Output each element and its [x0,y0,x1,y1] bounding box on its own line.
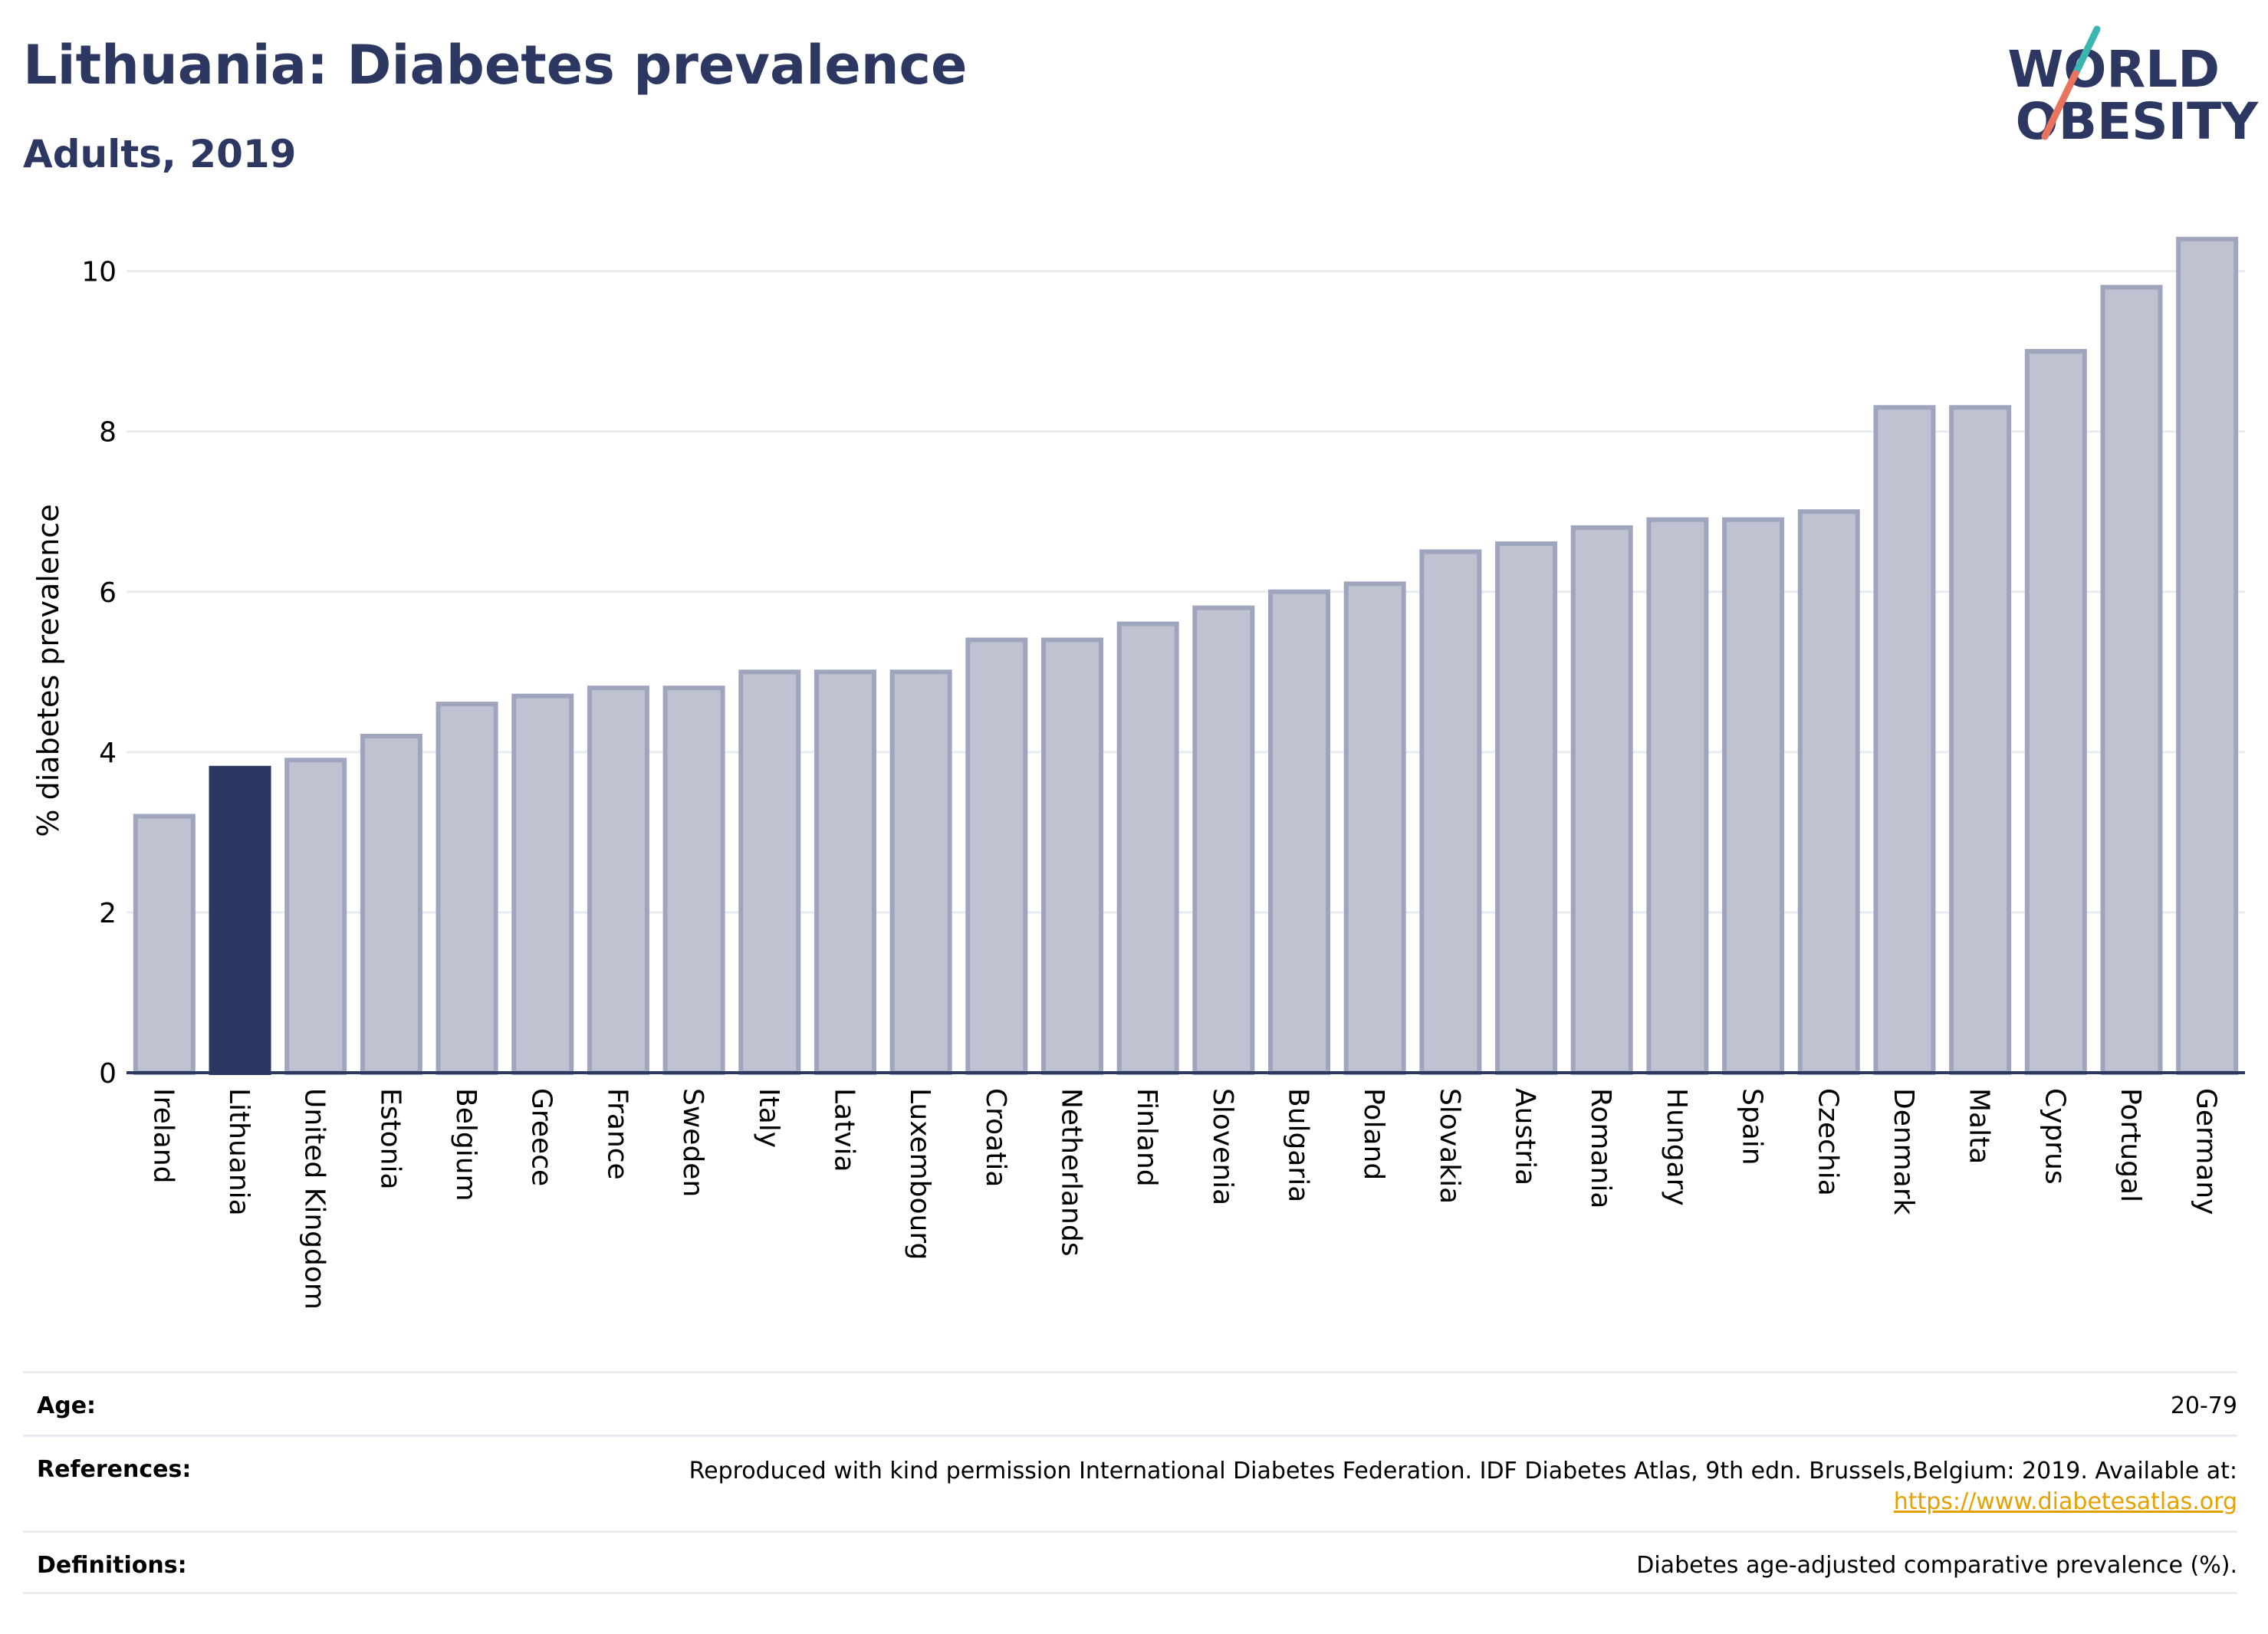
logo-word-world: WORLD [2007,40,2220,99]
y-tick-label: 2 [99,898,117,929]
x-tick-label: Germany [2191,1088,2222,1215]
y-axis-label: % diabetes prevalence [31,504,65,837]
chart-title: Lithuania: Diabetes prevalence [23,34,968,97]
info-row-definitions: Definitions: Diabetes age-adjusted compa… [23,1530,2237,1594]
y-axis-ticks: 0 2 4 6 8 10 [81,257,117,1090]
bar-slovenia [1192,605,1255,1075]
references-link[interactable]: https://www.diabetesatlas.org [1893,1488,2237,1515]
bars [133,236,2239,1076]
x-tick-label: Hungary [1661,1088,1692,1206]
references-value: Reproduced with kind permission Internat… [689,1456,2237,1517]
y-tick-label: 6 [99,577,117,609]
bar-denmark [1873,405,1936,1075]
age-value: 20-79 [2170,1392,2237,1419]
x-tick-label: Latvia [828,1088,860,1172]
y-tick-label: 10 [81,257,117,288]
x-tick-label: Lithuania [223,1088,255,1216]
info-row-age: Age: 20-79 [23,1371,2237,1435]
bar-malta [1949,405,2012,1075]
bar-bulgaria [1268,589,1331,1075]
y-tick-label: 8 [99,417,117,449]
bar-cyprus [2024,349,2087,1075]
x-tick-label: Estonia [374,1088,406,1190]
bar-ireland [133,814,196,1075]
bar-netherlands [1040,637,1103,1075]
bar-france [587,685,649,1075]
references-text: Reproduced with kind permission Internat… [689,1458,2237,1484]
bar-united-kingdom [284,758,347,1075]
bar-germany [2176,236,2239,1075]
bar-estonia [360,733,422,1075]
x-tick-label: Slovenia [1207,1088,1238,1205]
bar-finland [1116,621,1179,1075]
age-label: Age: [37,1392,97,1419]
world-obesity-logo: WORLD OBESITY [1997,21,2258,159]
x-tick-label: Austria [1510,1088,1541,1185]
chart-subtitle: Adults, 2019 [23,132,297,176]
x-tick-label: Belgium [450,1088,482,1202]
bar-portugal [2100,284,2163,1076]
definitions-label: Definitions: [37,1552,187,1579]
bar-italy [738,669,801,1075]
bar-greece [511,693,574,1075]
x-tick-label: Luxembourg [904,1088,935,1260]
bar-croatia [965,637,1028,1075]
x-tick-label: Bulgaria [1283,1088,1314,1202]
bar-poland [1343,581,1406,1075]
x-tick-label: Finland [1131,1088,1162,1187]
x-tick-label: Netherlands [1055,1088,1086,1256]
info-row-references: References: Reproduced with kind permiss… [23,1435,2237,1530]
x-tick-label: Spain [1737,1088,1768,1165]
info-table: Age: 20-79 References: Reproduced with k… [23,1371,2237,1594]
bar-lithuania [209,765,271,1076]
bar-sweden [662,685,725,1075]
bar-romania [1570,525,1633,1075]
x-tick-label: Greece [526,1088,557,1186]
y-tick-label: 0 [99,1058,117,1090]
references-label: References: [37,1456,192,1483]
x-tick-label: Slovakia [1434,1088,1465,1204]
x-tick-label: Italy [753,1088,784,1148]
bar-hungary [1646,517,1709,1075]
x-tick-label: Czechia [1812,1088,1843,1196]
x-tick-label: Poland [1358,1088,1389,1180]
bar-czechia [1797,509,1860,1075]
x-axis-labels: Ireland Lithuania United Kingdom Estonia Bel… [147,1088,2221,1310]
logo-slash-icon [2041,25,2101,140]
definitions-value: Diabetes age-adjusted comparative preval… [1636,1552,2237,1579]
x-tick-label: Portugal [2115,1088,2146,1202]
x-tick-label: Sweden [677,1088,708,1197]
bar-luxembourg [889,669,952,1075]
x-tick-label: France [601,1088,633,1180]
bar-belgium [436,702,498,1075]
bar-chart: 0 2 4 6 8 10 Ireland Lithuania United Kingdom Es… [31,236,2245,1310]
x-tick-label: United Kingdom [299,1088,330,1310]
x-tick-label: Denmark [1888,1088,1919,1215]
bar-slovakia [1419,549,1482,1075]
y-tick-label: 4 [99,738,117,769]
bar-spain [1722,517,1785,1075]
x-tick-label: Malta [1964,1088,1995,1164]
x-tick-label: Ireland [147,1088,179,1184]
x-tick-label: Cyprus [2039,1088,2070,1185]
bar-austria [1495,541,1558,1075]
x-tick-label: Croatia [980,1088,1011,1187]
bar-latvia [814,669,876,1075]
x-tick-label: Romania [1585,1088,1616,1208]
